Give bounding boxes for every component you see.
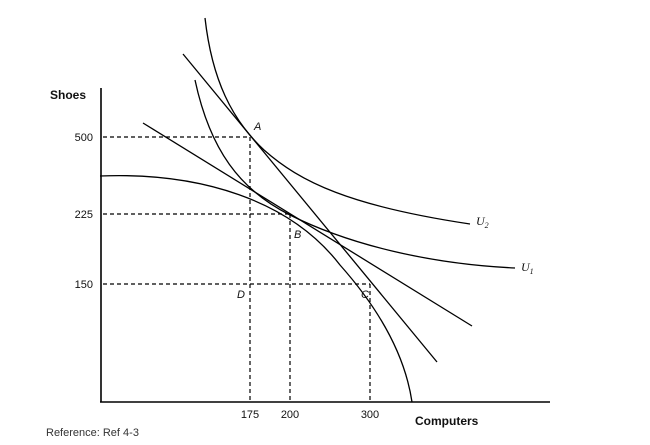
point-label-c: C: [361, 289, 369, 301]
indifference-curve-u2: [204, 17, 471, 225]
y-tick-225: 225: [75, 209, 93, 221]
x-tick-300: 300: [361, 409, 379, 421]
y-axis-title: Shoes: [50, 88, 86, 102]
point-label-d: D: [237, 289, 245, 301]
curve-label-u2: U2: [476, 214, 489, 230]
x-axis-title: Computers: [415, 414, 479, 428]
guide-lines: [103, 136, 371, 401]
point-label-b: B: [294, 229, 301, 241]
price-line-flat: [142, 122, 473, 327]
indifference-curve-u1: [194, 79, 516, 269]
y-tick-150: 150: [75, 279, 93, 291]
reference-note: Reference: Ref 4-3: [46, 427, 139, 439]
x-tick-175: 175: [241, 409, 259, 421]
curve-label-u1: U1: [521, 260, 534, 276]
price-line-steep: [182, 53, 438, 363]
x-tick-200: 200: [281, 409, 299, 421]
point-label-a: A: [253, 121, 261, 133]
y-tick-500: 500: [75, 132, 93, 144]
ppf-curve: [99, 174, 413, 403]
